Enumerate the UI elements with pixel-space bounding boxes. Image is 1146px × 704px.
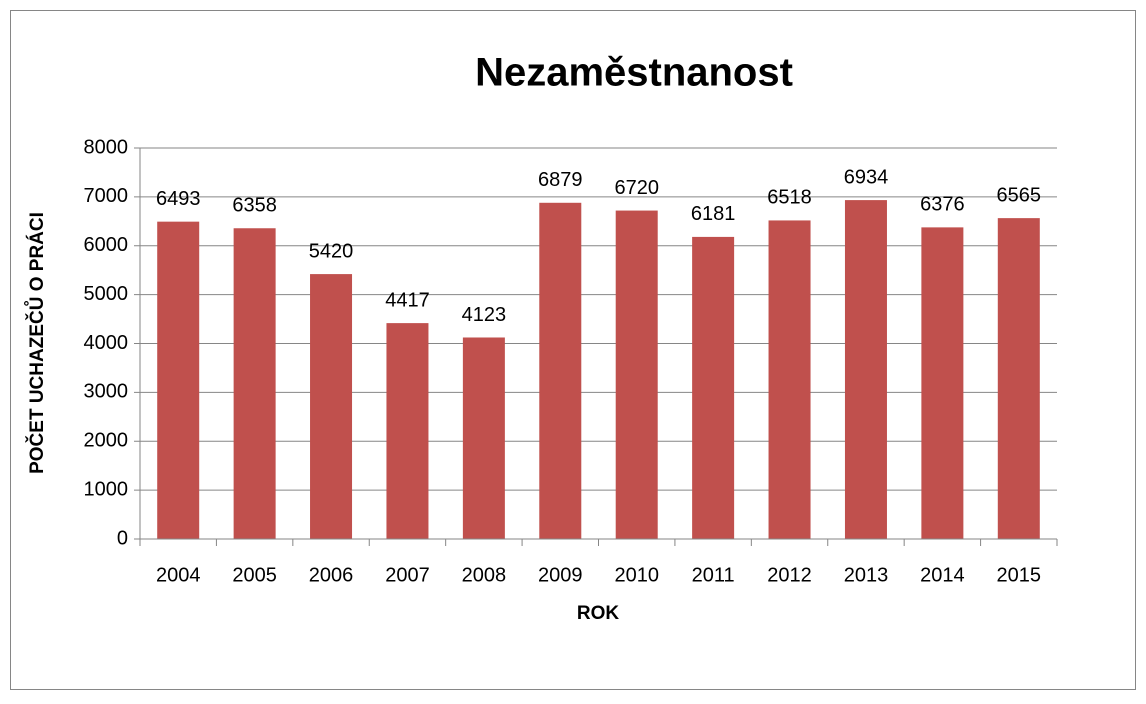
data-label: 6934 (844, 166, 889, 188)
bar (386, 323, 429, 539)
x-tick-label: 2014 (920, 564, 965, 586)
x-tick-label: 2007 (385, 564, 430, 586)
y-tick-label: 7000 (84, 185, 129, 207)
bar (768, 220, 811, 540)
x-tick-label: 2011 (692, 564, 735, 586)
bar (233, 228, 276, 539)
x-tick-label: 2006 (309, 564, 354, 586)
data-label: 6376 (920, 194, 965, 216)
bar (921, 227, 964, 540)
y-tick-label: 0 (117, 527, 128, 549)
y-tick-label: 6000 (84, 234, 129, 256)
bar (462, 337, 505, 539)
y-tick-label: 5000 (84, 283, 129, 305)
data-label: 4417 (385, 289, 430, 311)
x-tick-label: 2010 (614, 564, 659, 586)
data-label: 6565 (997, 184, 1042, 206)
bar (692, 236, 735, 539)
x-tick-label: 2009 (538, 564, 583, 586)
chart-title: Nezaměstnanost (475, 51, 793, 95)
x-tick-label: 2012 (767, 564, 812, 586)
data-label: 6879 (538, 169, 583, 191)
y-tick-label: 1000 (84, 478, 129, 500)
y-axis-label: POČET UCHAZEČŮ O PRÁCI (25, 212, 48, 474)
bar (844, 200, 887, 539)
data-label: 6181 (691, 203, 736, 225)
x-tick-label: 2013 (844, 564, 889, 586)
data-label: 6720 (614, 177, 659, 199)
x-tick-label: 2008 (462, 564, 507, 586)
x-tick-label: 2004 (156, 564, 201, 586)
bar (615, 210, 658, 539)
x-tick-label: 2015 (997, 564, 1042, 586)
y-tick-label: 4000 (84, 332, 129, 354)
x-axis-label: ROK (577, 603, 620, 624)
data-label: 6518 (767, 187, 812, 209)
data-label: 4123 (462, 304, 507, 326)
data-label: 5420 (309, 240, 354, 262)
bar (539, 202, 582, 539)
bar (997, 218, 1040, 539)
bar (157, 221, 200, 539)
y-tick-label: 3000 (84, 381, 129, 403)
data-label: 6493 (156, 188, 201, 210)
y-tick-label: 2000 (84, 430, 129, 452)
bar (310, 274, 353, 539)
data-label: 6358 (232, 195, 277, 217)
x-tick-label: 2005 (232, 564, 277, 586)
y-tick-label: 8000 (84, 136, 129, 158)
